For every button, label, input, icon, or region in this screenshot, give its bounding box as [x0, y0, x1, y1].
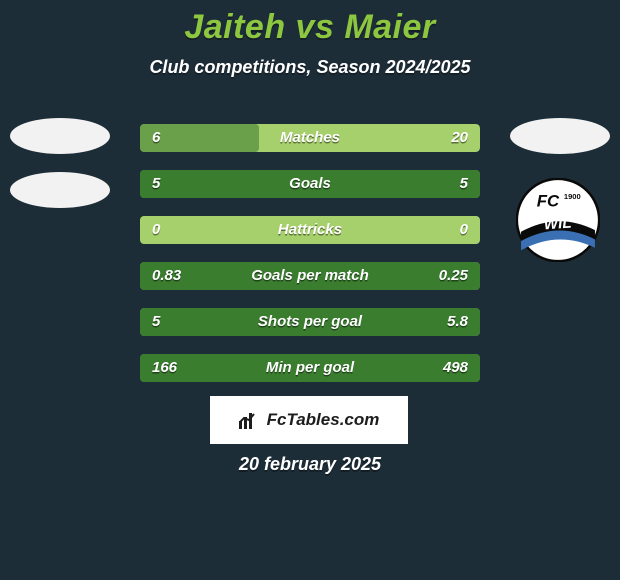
page-title: Jaiteh vs Maier	[0, 0, 620, 47]
club-logo-fc-wil: FC 1900 WIL	[516, 178, 600, 262]
svg-text:WIL: WIL	[543, 214, 572, 233]
club-logo-svg: FC 1900 WIL	[516, 178, 600, 262]
stat-value-right: 5.8	[447, 308, 468, 336]
stat-label: Matches	[140, 124, 480, 152]
brand-text: FcTables.com	[267, 410, 380, 430]
comparison-card: Jaiteh vs Maier Club competitions, Seaso…	[0, 0, 620, 580]
club-badge-placeholder	[10, 118, 110, 154]
svg-text:1900: 1900	[564, 192, 581, 201]
stat-row: 5Shots per goal5.8	[140, 308, 480, 336]
stat-value-right: 0.25	[439, 262, 468, 290]
page-subtitle: Club competitions, Season 2024/2025	[0, 57, 620, 78]
stat-row: 6Matches20	[140, 124, 480, 152]
right-team-badges	[510, 118, 610, 172]
svg-text:FC: FC	[537, 192, 560, 211]
bar-chart-icon	[239, 411, 261, 429]
left-team-badges	[10, 118, 110, 226]
stat-label: Min per goal	[140, 354, 480, 382]
stat-label: Hattricks	[140, 216, 480, 244]
stat-row: 5Goals5	[140, 170, 480, 198]
stats-table: 6Matches20 5Goals5 0Hattricks0 0.83Goals pe…	[140, 124, 480, 400]
club-badge-placeholder	[10, 172, 110, 208]
club-badge-placeholder	[510, 118, 610, 154]
stat-value-right: 20	[451, 124, 468, 152]
stat-value-right: 0	[460, 216, 468, 244]
stat-row: 166Min per goal498	[140, 354, 480, 382]
stat-label: Goals	[140, 170, 480, 198]
date-label: 20 february 2025	[0, 454, 620, 475]
stat-row: 0.83Goals per match0.25	[140, 262, 480, 290]
stat-label: Shots per goal	[140, 308, 480, 336]
stat-row: 0Hattricks0	[140, 216, 480, 244]
brand-box: FcTables.com	[210, 396, 408, 444]
stat-value-right: 498	[443, 354, 468, 382]
stat-label: Goals per match	[140, 262, 480, 290]
stat-value-right: 5	[460, 170, 468, 198]
